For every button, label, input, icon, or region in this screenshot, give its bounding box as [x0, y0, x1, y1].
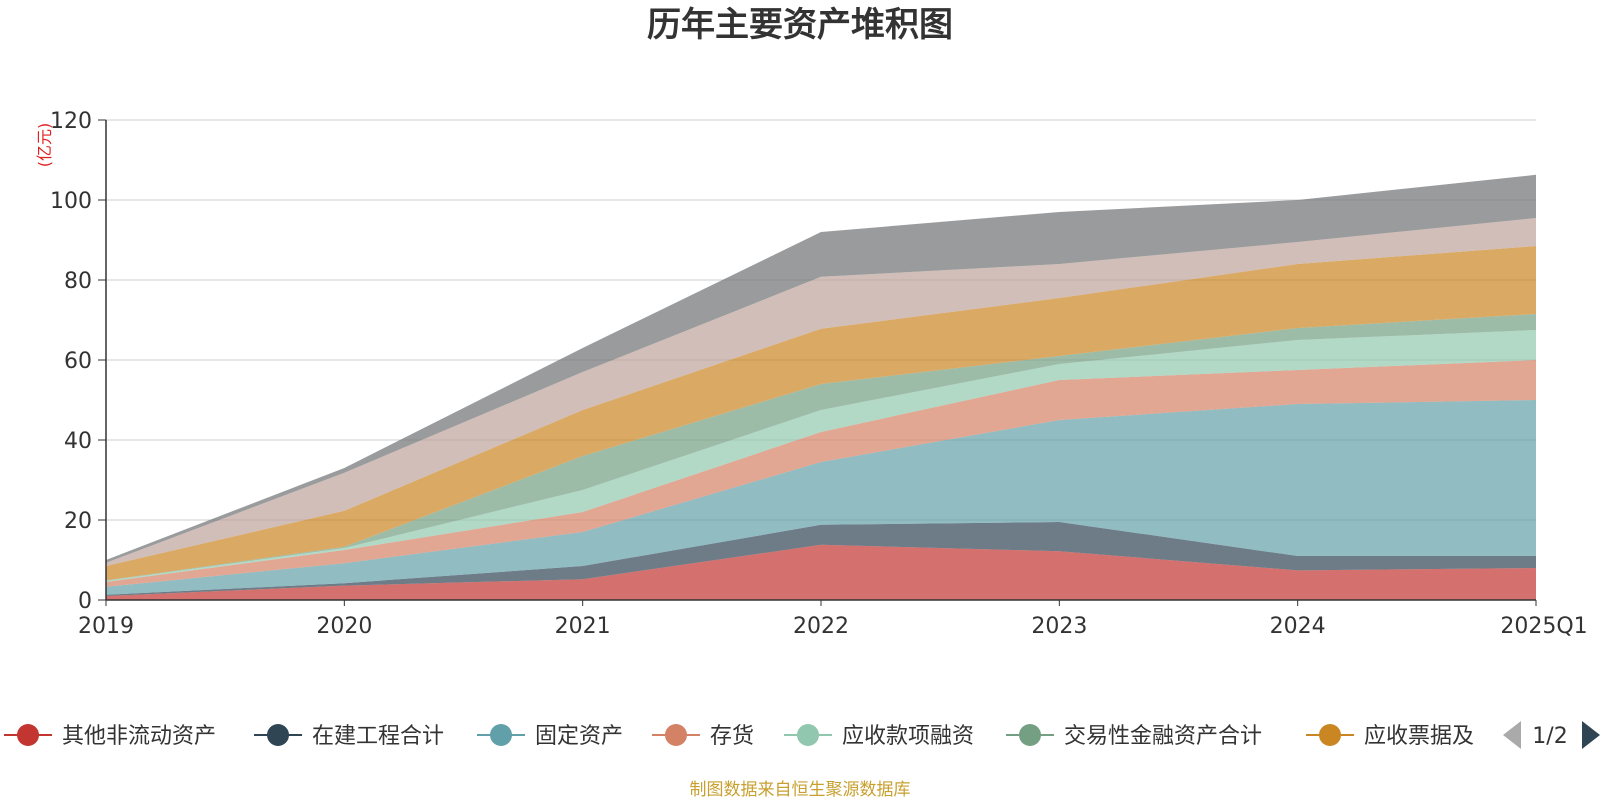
legend-marker: [17, 724, 39, 746]
y-tick-label: 120: [50, 109, 92, 134]
legend-marker: [490, 724, 512, 746]
legend-item[interactable]: 交易性金融资产合计: [1006, 724, 1262, 749]
legend-marker: [665, 724, 687, 746]
legend-label: 固定资产: [535, 724, 623, 749]
y-tick-label: 100: [50, 189, 92, 214]
legend-label: 应收票据及: [1364, 724, 1474, 749]
x-tick-label: 2023: [1031, 614, 1087, 639]
legend-label: 其他非流动资产: [62, 724, 216, 749]
area-series-3: [106, 360, 1536, 587]
area-series-0: [106, 544, 1536, 600]
legend-next-page-icon[interactable]: [1582, 721, 1600, 749]
area-series-group: [106, 174, 1536, 600]
legend-item[interactable]: 在建工程合计: [254, 724, 444, 749]
legend-item[interactable]: 其他非流动资产: [4, 724, 216, 749]
source-note: 制图数据来自恒生聚源数据库: [690, 780, 911, 800]
legend-page-indicator: 1/2: [1532, 724, 1567, 749]
area-series-6: [106, 246, 1536, 581]
y-tick-label: 80: [64, 269, 92, 294]
legend: 其他非流动资产 在建工程合计 固定资产 存货 应收款项融资 交易性金融资产合计 应收票据及 1…: [4, 721, 1600, 749]
y-tick-label: 40: [64, 429, 92, 454]
legend-item[interactable]: 固定资产: [477, 724, 623, 749]
axes: 0 20 40 60 80 100 120 2019 2020 2021 2022 2023 2024 2…: [50, 109, 1588, 639]
y-tick-label: 0: [78, 589, 92, 614]
area-series-7: [106, 218, 1536, 566]
legend-marker: [267, 724, 289, 746]
legend-label: 存货: [710, 724, 754, 749]
legend-label: 在建工程合计: [312, 724, 444, 749]
legend-marker: [1319, 724, 1341, 746]
x-tick-label: 2025Q1: [1500, 614, 1587, 639]
y-axis-unit-label: (亿元): [35, 123, 54, 168]
legend-item[interactable]: 应收票据及: [1306, 724, 1474, 749]
area-series-4: [106, 330, 1536, 582]
area-series-5: [106, 314, 1536, 581]
area-series-1: [106, 522, 1536, 596]
legend-item[interactable]: 应收款项融资: [784, 724, 974, 749]
x-tick-label: 2022: [793, 614, 849, 639]
legend-label: 应收款项融资: [842, 724, 974, 749]
legend-marker: [1019, 724, 1041, 746]
legend-prev-page-icon[interactable]: [1503, 721, 1521, 749]
y-tick-label: 20: [64, 509, 92, 534]
area-series-8: [106, 174, 1536, 563]
x-tick-label: 2019: [78, 614, 134, 639]
x-tick-label: 2021: [555, 614, 611, 639]
legend-label: 交易性金融资产合计: [1064, 724, 1262, 749]
y-tick-label: 60: [64, 349, 92, 374]
chart-title: 历年主要资产堆积图: [647, 5, 953, 45]
x-tick-label: 2020: [316, 614, 372, 639]
legend-item[interactable]: 存货: [652, 724, 754, 749]
area-series-2: [106, 400, 1536, 595]
x-tick-label: 2024: [1270, 614, 1326, 639]
legend-marker: [797, 724, 819, 746]
